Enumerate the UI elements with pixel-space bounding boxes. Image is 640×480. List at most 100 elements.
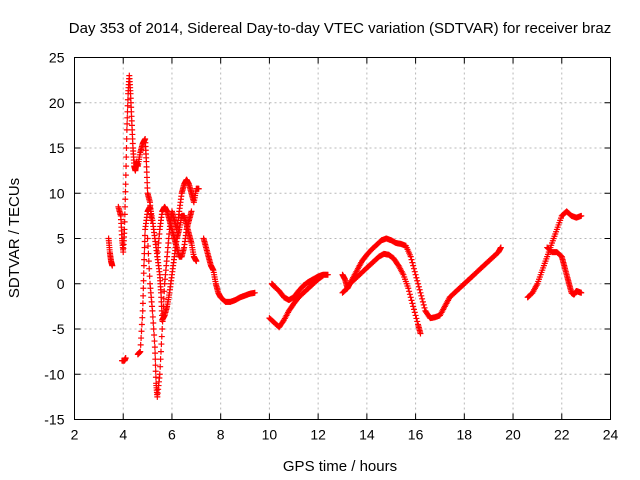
data-point bbox=[158, 341, 165, 348]
series-arc-13 bbox=[524, 208, 585, 301]
data-point bbox=[139, 307, 146, 314]
data-point bbox=[141, 256, 148, 263]
series-arc-2 bbox=[115, 72, 155, 256]
data-point bbox=[124, 120, 131, 127]
data-point bbox=[414, 277, 421, 284]
x-tick-label: 12 bbox=[310, 427, 326, 443]
data-point bbox=[421, 304, 428, 311]
data-point bbox=[122, 172, 129, 179]
data-point bbox=[149, 313, 156, 320]
data-point bbox=[415, 280, 422, 287]
data-point bbox=[144, 184, 151, 191]
chart-title: Day 353 of 2014, Sidereal Day-to-day VTE… bbox=[69, 20, 611, 37]
data-point bbox=[161, 288, 168, 295]
data-point bbox=[151, 338, 158, 345]
y-tick-label: -10 bbox=[44, 366, 64, 382]
data-point bbox=[408, 256, 415, 263]
data-point bbox=[139, 314, 146, 321]
data-point bbox=[418, 292, 425, 299]
data-point bbox=[150, 326, 157, 332]
data-point bbox=[412, 271, 419, 278]
data-point bbox=[122, 196, 129, 203]
data-point bbox=[407, 294, 414, 301]
data-point bbox=[406, 288, 413, 295]
series-arc-11 bbox=[339, 250, 424, 337]
data-point bbox=[419, 295, 426, 302]
data-point bbox=[109, 262, 116, 269]
data-point bbox=[152, 368, 159, 375]
data-point bbox=[411, 268, 418, 275]
y-tick-label: 10 bbox=[49, 185, 65, 201]
data-point bbox=[121, 218, 128, 225]
data-point bbox=[122, 188, 129, 195]
data-point bbox=[140, 285, 147, 292]
data-point bbox=[143, 169, 150, 176]
data-point bbox=[152, 362, 159, 369]
series-arc-12 bbox=[339, 235, 504, 322]
data-point bbox=[195, 185, 202, 192]
data-point bbox=[139, 300, 146, 307]
data-point bbox=[146, 273, 153, 280]
data-point bbox=[410, 303, 417, 310]
data-point bbox=[157, 363, 164, 370]
data-point bbox=[137, 348, 144, 355]
y-tick-label: -15 bbox=[44, 412, 64, 428]
data-point bbox=[152, 356, 159, 363]
data-point bbox=[138, 321, 145, 328]
data-point bbox=[188, 208, 195, 215]
x-tick-label: 20 bbox=[505, 427, 521, 443]
data-point bbox=[157, 356, 164, 363]
data-point bbox=[141, 244, 148, 251]
data-point bbox=[140, 262, 147, 269]
data-point bbox=[410, 262, 417, 269]
data-point bbox=[578, 289, 585, 296]
data-point bbox=[150, 319, 157, 326]
data-point bbox=[122, 354, 129, 361]
x-tick-label: 24 bbox=[603, 427, 619, 443]
data-point bbox=[140, 292, 147, 299]
series-arc-14 bbox=[544, 244, 585, 298]
x-tick-label: 4 bbox=[119, 427, 127, 443]
data-point bbox=[193, 258, 200, 265]
data-point bbox=[160, 295, 167, 302]
data-point bbox=[407, 253, 414, 260]
data-point bbox=[320, 272, 327, 279]
data-point bbox=[137, 341, 144, 348]
data-point bbox=[144, 179, 151, 186]
x-tick-label: 22 bbox=[554, 427, 570, 443]
data-point bbox=[140, 270, 147, 277]
data-point bbox=[123, 135, 130, 142]
data-point bbox=[417, 330, 424, 337]
data-point bbox=[414, 318, 421, 325]
data-point bbox=[158, 333, 165, 340]
x-tick-label: 14 bbox=[359, 427, 375, 443]
data-point bbox=[145, 250, 152, 257]
y-tick-label: 15 bbox=[49, 140, 65, 156]
data-point bbox=[415, 283, 422, 290]
data-point bbox=[319, 273, 326, 280]
data-point bbox=[122, 203, 129, 210]
data-point bbox=[408, 297, 415, 304]
y-tick-label: 25 bbox=[49, 50, 65, 66]
data-point bbox=[123, 126, 130, 133]
data-point bbox=[157, 348, 164, 355]
x-tick-label: 6 bbox=[168, 427, 176, 443]
data-point bbox=[146, 265, 153, 272]
data-point bbox=[122, 181, 129, 188]
y-axis-label: SDTVAR / TECUs bbox=[6, 178, 23, 298]
data-point bbox=[405, 285, 412, 292]
data-point bbox=[143, 163, 150, 170]
data-point bbox=[144, 243, 151, 250]
data-point bbox=[138, 335, 145, 342]
grid bbox=[74, 57, 611, 420]
data-point bbox=[497, 244, 504, 251]
y-tick-label: 5 bbox=[57, 231, 65, 247]
data-point bbox=[251, 289, 258, 296]
x-tick-label: 2 bbox=[71, 427, 79, 443]
data-point bbox=[578, 212, 585, 219]
data-point bbox=[412, 312, 419, 319]
data-point bbox=[406, 291, 413, 298]
data-point bbox=[152, 350, 159, 357]
data-point bbox=[413, 274, 420, 281]
data-point bbox=[123, 154, 130, 161]
